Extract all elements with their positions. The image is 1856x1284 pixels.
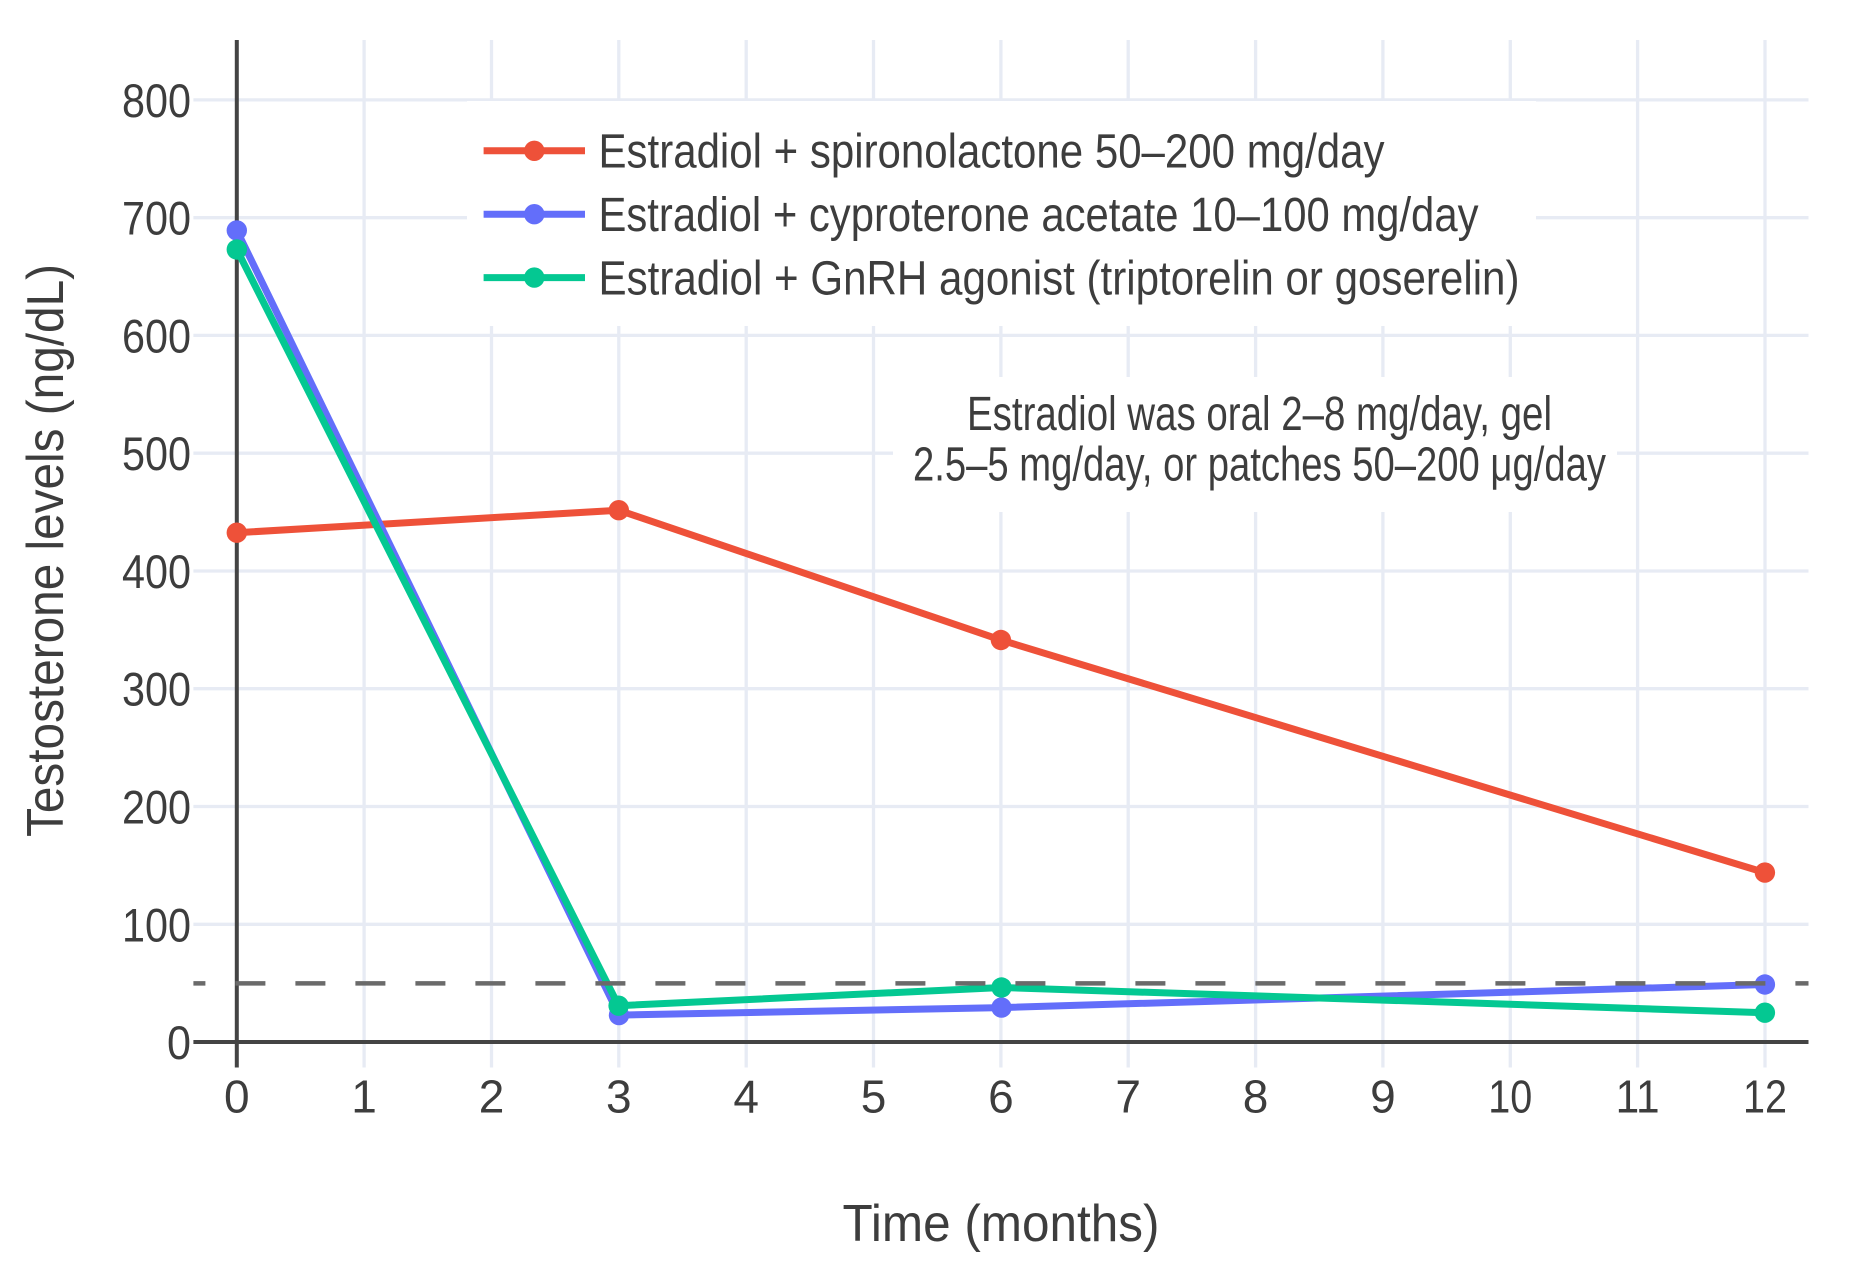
svg-text:700: 700 — [122, 193, 191, 246]
svg-text:6: 6 — [988, 1071, 1014, 1123]
svg-text:1: 1 — [351, 1071, 377, 1123]
svg-text:Estradiol was oral 2–8 mg/day,: Estradiol was oral 2–8 mg/day, gel — [967, 387, 1552, 441]
svg-text:5: 5 — [861, 1071, 887, 1123]
svg-text:Estradiol + cyproterone acetat: Estradiol + cyproterone acetate 10–100 m… — [599, 188, 1480, 242]
svg-text:4: 4 — [733, 1071, 759, 1123]
svg-text:500: 500 — [122, 428, 191, 481]
svg-text:Estradiol + GnRH agonist (trip: Estradiol + GnRH agonist (triptorelin or… — [599, 251, 1520, 305]
svg-text:12: 12 — [1743, 1071, 1787, 1123]
svg-text:600: 600 — [122, 310, 191, 363]
svg-text:800: 800 — [122, 75, 191, 128]
svg-text:10: 10 — [1488, 1071, 1532, 1123]
svg-text:100: 100 — [122, 899, 191, 952]
svg-text:8: 8 — [1243, 1071, 1269, 1123]
svg-text:9: 9 — [1370, 1071, 1396, 1123]
svg-text:200: 200 — [122, 782, 191, 835]
svg-text:2: 2 — [479, 1071, 505, 1123]
svg-text:7: 7 — [1115, 1071, 1141, 1123]
svg-text:Estradiol + spironolactone 50–: Estradiol + spironolactone 50–200 mg/day — [599, 125, 1386, 179]
svg-text:300: 300 — [122, 664, 191, 717]
svg-text:3: 3 — [606, 1071, 632, 1123]
svg-text:11: 11 — [1616, 1071, 1660, 1123]
svg-text:0: 0 — [224, 1071, 250, 1123]
svg-text:Time (months): Time (months) — [843, 1194, 1160, 1252]
svg-text:2.5–5 mg/day, or patches 50–20: 2.5–5 mg/day, or patches 50–200 μg/day — [913, 437, 1607, 491]
svg-text:Testosterone levels (ng/dL): Testosterone levels (ng/dL) — [16, 264, 74, 837]
svg-text:400: 400 — [122, 546, 191, 599]
svg-text:0: 0 — [167, 1017, 191, 1070]
